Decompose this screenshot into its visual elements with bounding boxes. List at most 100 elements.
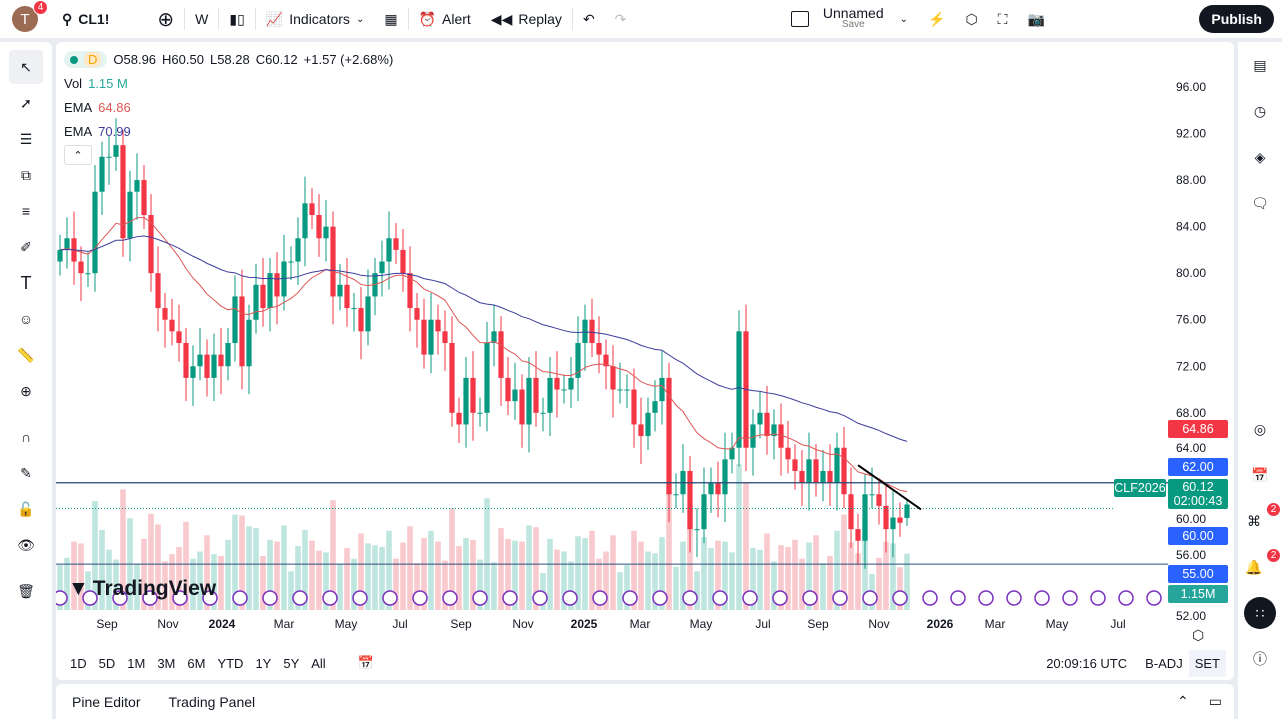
event-marker-icon [412, 590, 428, 606]
ema1-legend[interactable]: EMA 64.86 [64, 100, 131, 115]
range-5y[interactable]: 5Y [283, 655, 300, 671]
time-tick: Mar [985, 617, 1006, 631]
brush-tool[interactable]: ✐ [9, 230, 43, 264]
bottom-panel: Pine Editor Trading Panel ⌃ ▭ [56, 684, 1234, 719]
interval-button[interactable]: W [185, 0, 218, 38]
event-marker-icon [56, 590, 68, 606]
ema2-legend[interactable]: EMA 70.99 [64, 124, 131, 139]
range-1y[interactable]: 1Y [255, 655, 272, 671]
help-button[interactable]: ⓘ [1238, 636, 1282, 682]
price-tick: 60.00 [1176, 512, 1206, 526]
symbol-search[interactable]: ⚲ CL1! [52, 0, 119, 38]
alert-button[interactable]: ⏰ Alert [409, 0, 481, 38]
undo-button[interactable]: ↶ [573, 0, 605, 38]
compare-button[interactable]: ⊕ [147, 0, 184, 38]
range-ytd[interactable]: YTD [217, 655, 244, 671]
publish-button[interactable]: Publish [1199, 5, 1274, 33]
chart-type-button[interactable]: ▮▯ [219, 0, 254, 38]
replay-button[interactable]: ◀◀ Replay [481, 0, 572, 38]
smiley-icon: ☺ [18, 311, 34, 327]
adjustment-toggle[interactable]: B-ADJ [1145, 655, 1183, 671]
layout-menu[interactable]: Unnamed Save ⌄ [781, 0, 918, 38]
notification-badge: 4 [33, 0, 48, 15]
candle-body [575, 342, 581, 378]
range-5d[interactable]: 5D [98, 655, 116, 671]
redo-button[interactable]: ↷ [605, 0, 637, 38]
zoom-tool[interactable]: ⊕ [9, 374, 43, 408]
date-range-button[interactable]: 📅 [346, 655, 386, 671]
volume-bar [71, 541, 77, 610]
volume-bar [848, 542, 854, 610]
candle-body [295, 238, 301, 262]
tab-trading-panel[interactable]: Trading Panel [168, 693, 256, 710]
time-tick: May [690, 617, 713, 631]
lock-tool[interactable]: 🔓 [9, 492, 43, 526]
horizontal-lines-tool[interactable]: ☰ [9, 122, 43, 156]
maximize-panel-button[interactable]: ▭ [1209, 693, 1222, 710]
candle-body [869, 494, 875, 496]
range-1d[interactable]: 1D [70, 655, 87, 671]
volume-bar [211, 554, 217, 610]
volume-bar [736, 464, 742, 610]
fib-tool[interactable]: ≡ [9, 194, 43, 228]
candle-body [547, 377, 553, 413]
data-window-button[interactable]: ◈ [1238, 134, 1282, 180]
hide-tool[interactable]: 👁 [9, 528, 43, 562]
notifications-button[interactable]: 🔔 2 [1238, 544, 1282, 590]
fullscreen-button[interactable]: ⛶ [988, 0, 1018, 38]
layouts-button[interactable]: ▦ [374, 0, 407, 38]
volume-legend[interactable]: Vol 1.15 M [64, 76, 128, 91]
volume-bar [421, 538, 427, 610]
stay-drawing-tool[interactable]: ✎ [9, 456, 43, 490]
candle-body [239, 296, 245, 367]
price-chart[interactable]: 96.00 92.00 88.00 84.00 80.00 76.00 72.00 68.00… [56, 42, 1234, 646]
axis-settings-button[interactable]: ⬡ [1192, 627, 1204, 643]
session-toggle[interactable]: SET [1188, 649, 1226, 677]
ideas-button[interactable]: ◎ [1238, 406, 1282, 452]
brush-icon: ✐ [20, 238, 32, 255]
quick-search-button[interactable]: ⚡ [918, 0, 955, 38]
candle-body [218, 354, 224, 367]
indicators-button[interactable]: 📈 Indicators ⌄ [256, 0, 375, 38]
candle-body [57, 249, 63, 262]
tab-pine-editor[interactable]: Pine Editor [72, 693, 141, 710]
volume-bar [176, 547, 182, 610]
expand-panel-button[interactable]: ⌃ [1177, 693, 1189, 710]
chat-button[interactable]: 🗨 [1238, 180, 1282, 226]
volume-bar [701, 537, 707, 610]
range-buttons: 1D 5D 1M 3M 6M YTD 1Y 5Y All [64, 656, 332, 671]
chart-pane[interactable]: 96.00 92.00 88.00 84.00 80.00 76.00 72.00 68.00… [56, 42, 1234, 680]
volume-bar [547, 538, 553, 610]
volume-label: 1.15M [1168, 585, 1228, 603]
range-3m[interactable]: 3M [157, 655, 176, 671]
alerts-panel-button[interactable]: ◷ [1238, 88, 1282, 134]
range-6m[interactable]: 6M [187, 655, 206, 671]
magnet-tool[interactable]: ∩ [9, 420, 43, 454]
pattern-tool[interactable]: ⧉ [9, 158, 43, 192]
candle-body [309, 203, 315, 215]
trend-line-tool[interactable]: ➚ [9, 86, 43, 120]
apps-button[interactable]: ∷ [1238, 590, 1282, 636]
price-tick: 52.00 [1176, 609, 1206, 623]
range-bar: 1D 5D 1M 3M 6M YTD 1Y 5Y All 📅 20:09:16 UTC B-AD… [56, 646, 1234, 680]
cursor-tool[interactable]: ↖ [9, 50, 43, 84]
volume-bar [561, 551, 567, 610]
emoji-tool[interactable]: ☺ [9, 302, 43, 336]
clock[interactable]: 20:09:16 UTC [1046, 655, 1128, 671]
undo-icon: ↶ [582, 10, 595, 27]
range-1m[interactable]: 1M [127, 655, 146, 671]
volume-bar [638, 541, 644, 610]
watchlist-button[interactable]: ▤ [1238, 42, 1282, 88]
text-tool[interactable]: T [9, 266, 43, 300]
measure-tool[interactable]: 📏 [9, 338, 43, 372]
candle-body [757, 412, 763, 425]
collapse-legend-button[interactable]: ⌃ [64, 145, 92, 165]
candle-body [645, 412, 651, 437]
settings-button[interactable]: ⬡ [955, 0, 987, 38]
snapshot-button[interactable]: 📷 [1017, 0, 1054, 38]
range-all[interactable]: All [311, 655, 326, 671]
remove-drawings-tool[interactable]: 🗑 [9, 574, 43, 608]
news-feed-button[interactable]: ⌘ 2 [1238, 498, 1282, 544]
calendar-button[interactable]: 📅 [1238, 452, 1282, 498]
